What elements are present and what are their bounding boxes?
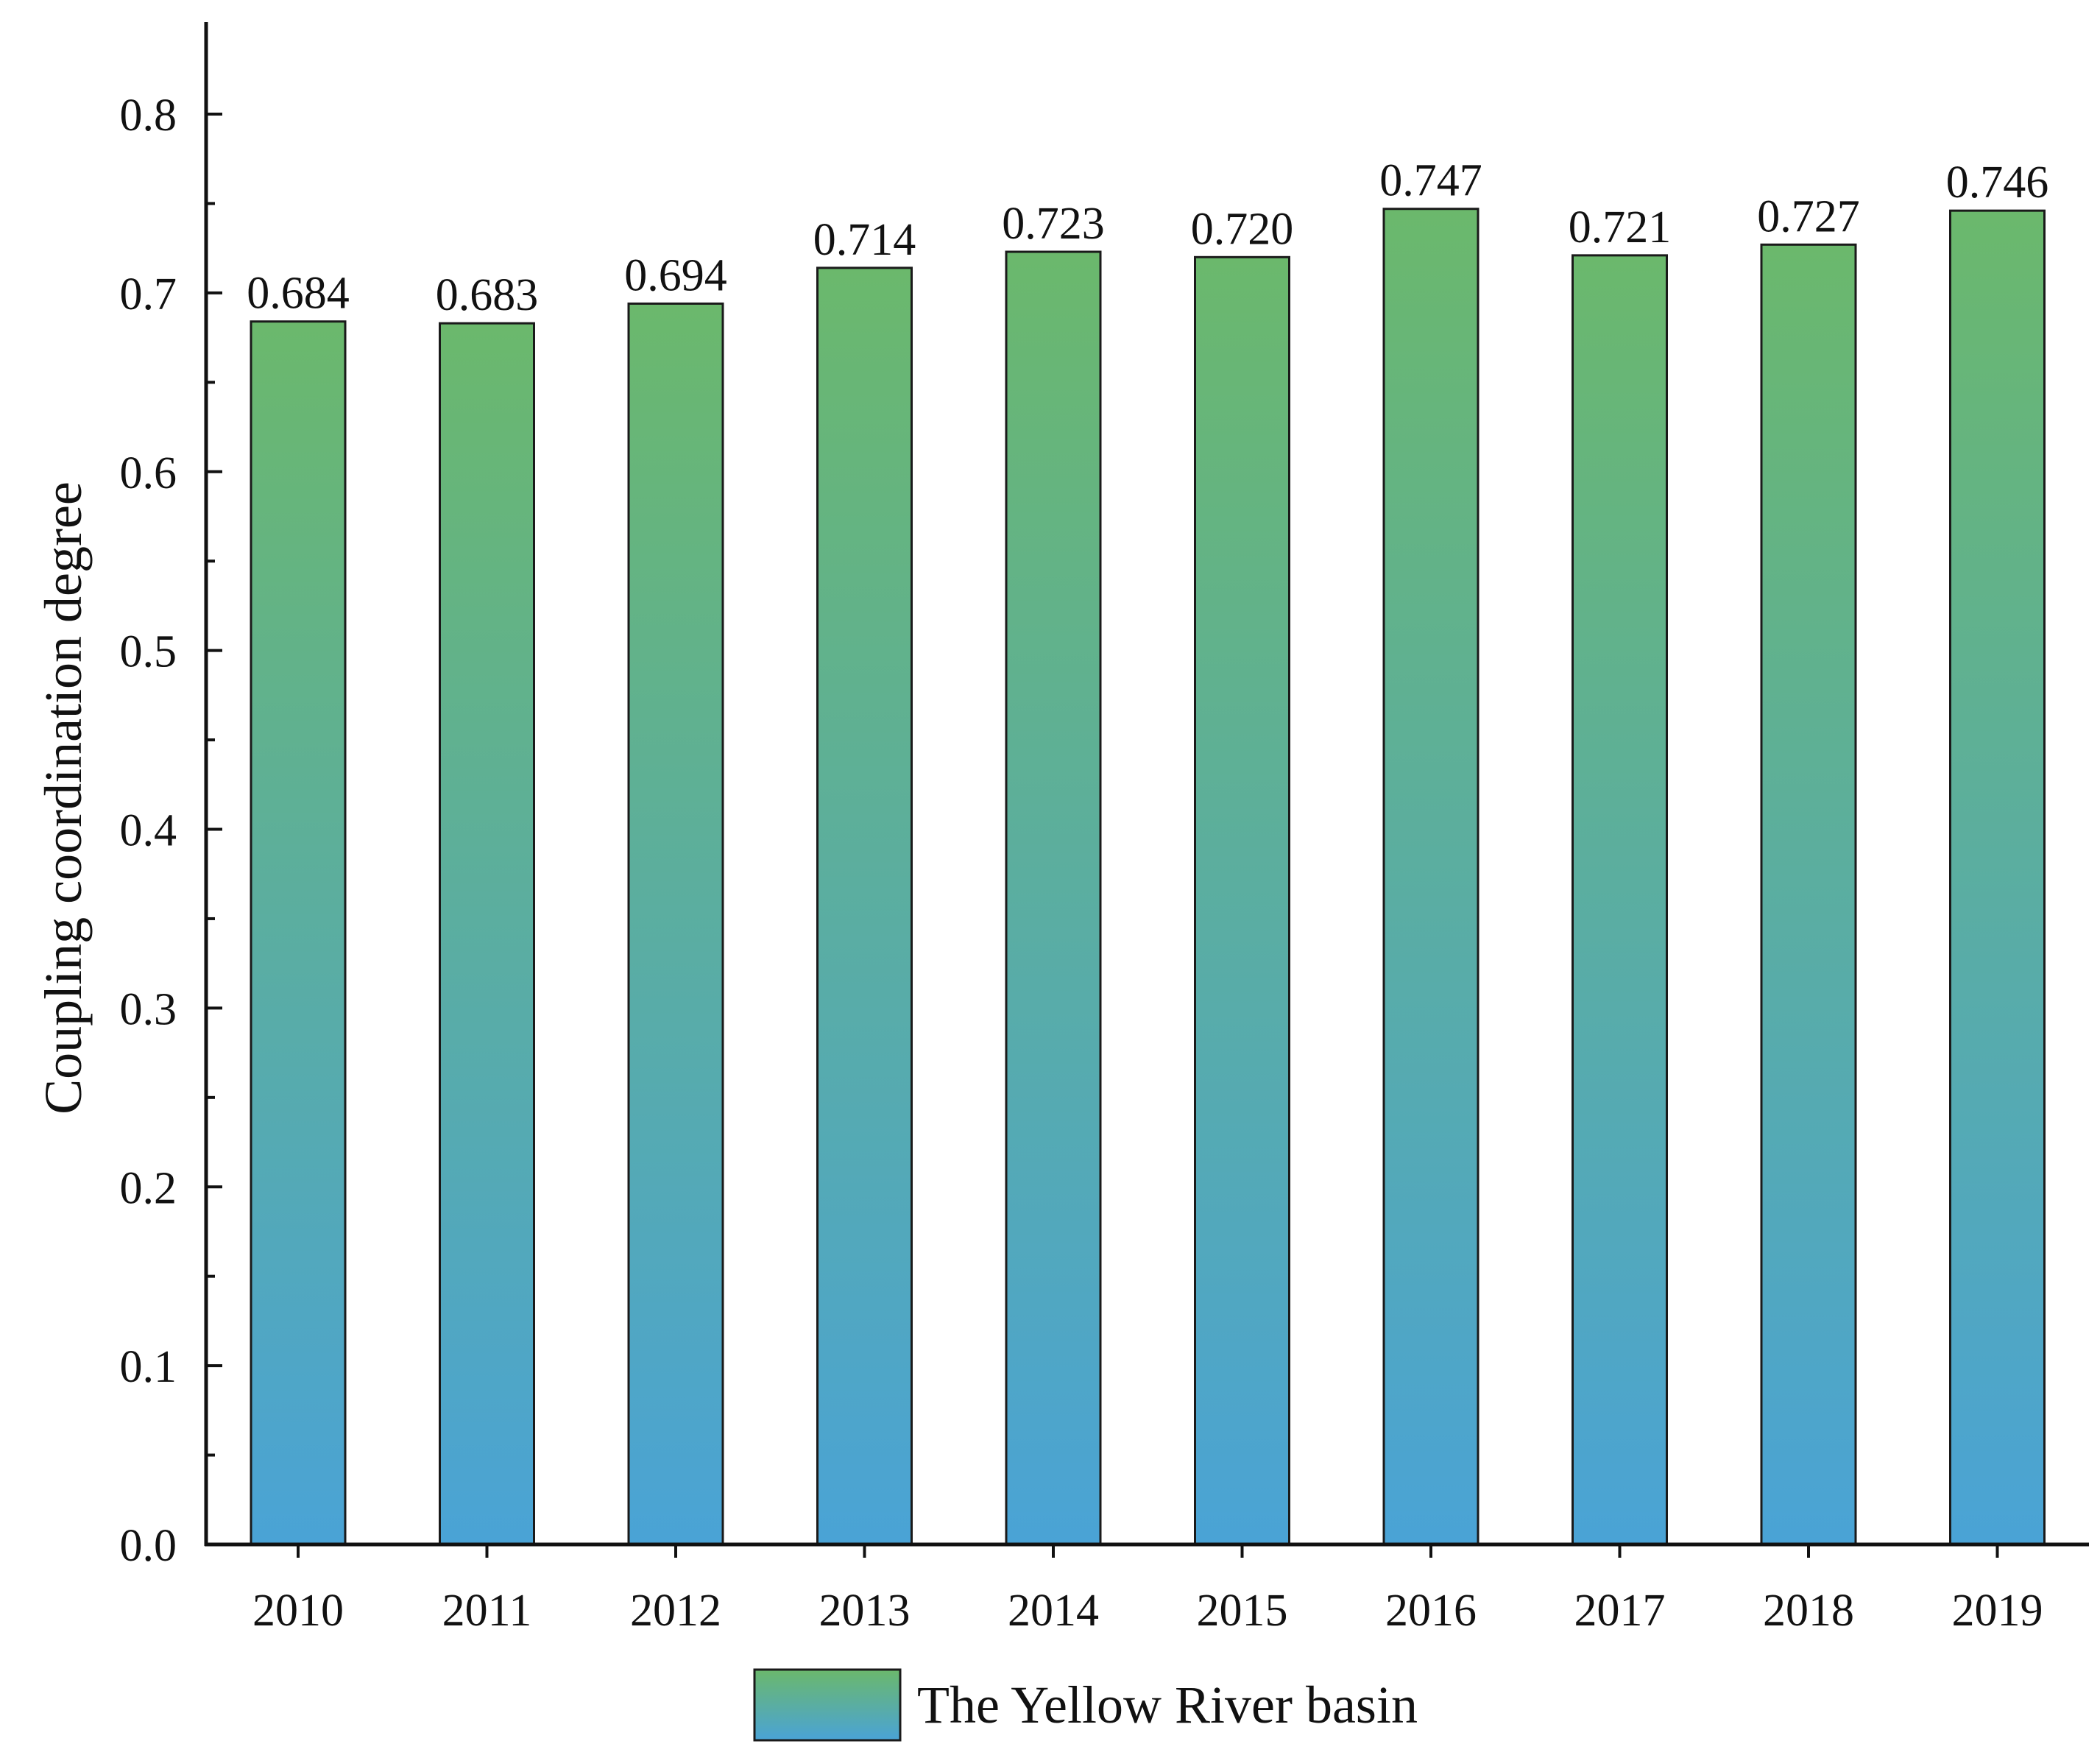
x-axis-ticks: 2010 2011 2012 2013 2014 2015 2016 2017 2018 2019	[252, 1544, 2043, 1636]
data-label-2016: 0.747	[1379, 156, 1482, 206]
bar-2017	[1572, 254, 1668, 1546]
bar-2019	[1949, 209, 2046, 1546]
data-labels: 0.684 0.683 0.694 0.714 0.723 0.720 0.747 0.721…	[247, 156, 2048, 320]
data-label-2010: 0.684	[247, 269, 350, 319]
legend: The Yellow River basin	[753, 1668, 1418, 1742]
y-tick-label: 0.6	[120, 448, 177, 498]
data-label-2015: 0.720	[1191, 204, 1294, 254]
legend-label: The Yellow River basin	[917, 1675, 1418, 1734]
data-label-2018: 0.727	[1757, 191, 1860, 241]
y-tick-label: 0.8	[120, 91, 177, 141]
x-tick-label-2019: 2019	[1952, 1586, 2043, 1636]
x-tick-label-2018: 2018	[1763, 1586, 1854, 1636]
bar-2013	[816, 266, 913, 1546]
y-tick-label: 0.5	[120, 627, 177, 677]
bar-2018	[1760, 243, 1857, 1546]
x-tick-label-2010: 2010	[252, 1586, 344, 1636]
y-axis-title: Coupling coordination degree	[34, 481, 93, 1115]
x-tick-label-2015: 2015	[1197, 1586, 1288, 1636]
y-tick-label: 0.1	[120, 1342, 177, 1392]
data-label-2013: 0.714	[813, 215, 916, 265]
bar-2011	[439, 322, 535, 1546]
bars	[250, 208, 2046, 1546]
y-tick-label: 0.2	[120, 1163, 177, 1213]
data-label-2014: 0.723	[1002, 199, 1105, 249]
x-tick-label-2014: 2014	[1008, 1586, 1099, 1636]
bar-2016	[1382, 208, 1479, 1546]
y-tick-label: 0.7	[120, 269, 177, 319]
x-tick-label-2013: 2013	[819, 1586, 911, 1636]
x-tick-label-2011: 2011	[442, 1586, 532, 1636]
bar-2010	[250, 320, 347, 1546]
data-label-2012: 0.694	[624, 250, 727, 300]
y-tick-label: 0.0	[120, 1521, 177, 1571]
data-label-2011: 0.683	[436, 270, 539, 320]
x-tick-label-2016: 2016	[1385, 1586, 1477, 1636]
axes	[204, 22, 2089, 1547]
y-tick-label: 0.3	[120, 984, 177, 1034]
bar-2015	[1194, 255, 1290, 1546]
y-axis-ticks: 0.0 0.1 0.2 0.3 0.4 0.5 0.6 0.7 0.8	[120, 91, 222, 1571]
bar-2014	[1005, 250, 1102, 1546]
bar-2012	[627, 302, 724, 1546]
data-label-2017: 0.721	[1569, 202, 1672, 253]
x-tick-label-2017: 2017	[1574, 1586, 1666, 1636]
data-label-2019: 0.746	[1946, 158, 2049, 208]
legend-swatch	[753, 1668, 902, 1742]
y-tick-label: 0.4	[120, 806, 177, 856]
x-tick-label-2012: 2012	[630, 1586, 721, 1636]
